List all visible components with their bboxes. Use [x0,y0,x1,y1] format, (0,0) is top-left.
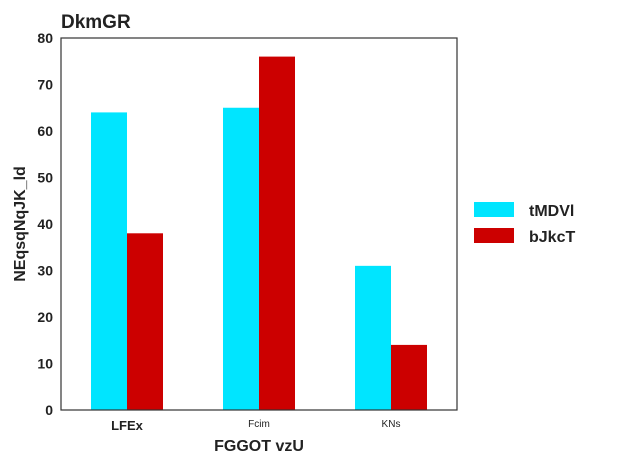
legend-label: tMDVl [529,203,574,220]
y-axis-ticks: 0 10 20 30 40 50 60 70 80 [37,30,53,418]
y-axis-label: NEqsqNqJK_ld [12,166,29,282]
bar-bJkcT-LFEx [127,233,163,410]
y-tick-label: 30 [37,263,53,279]
y-tick-label: 20 [37,309,53,325]
bar-tMDVl-Fcim [223,107,259,410]
legend-label: bJkcT [529,229,575,246]
bars [91,56,427,411]
legend: tMDVl bJkcT [474,202,575,246]
x-axis-label: FGGOT vzU [214,438,304,455]
y-tick-label: 70 [37,77,53,93]
x-tick-label: LFEx [111,418,144,433]
y-tick-label: 80 [37,30,53,46]
legend-swatch [474,228,514,243]
bar-bJkcT-Fcim [259,56,295,410]
x-axis-ticks: LFEx Fcim KNs [111,418,400,433]
bar-tMDVl-LFEx [91,112,127,411]
bar-bJkcT-KNs [391,344,427,410]
y-tick-label: 10 [37,356,53,372]
y-tick-label: 50 [37,170,53,186]
plot-frame [60,37,458,411]
y-tick-label: 60 [37,123,53,139]
legend-swatch [474,202,514,217]
chart-title: DkmGR [61,12,131,33]
y-tick-label: 0 [45,402,53,418]
x-tick-label: Fcim [248,419,270,430]
bar-tMDVl-KNs [355,265,391,410]
y-tick-label: 40 [37,216,53,232]
x-tick-label: KNs [382,419,401,430]
